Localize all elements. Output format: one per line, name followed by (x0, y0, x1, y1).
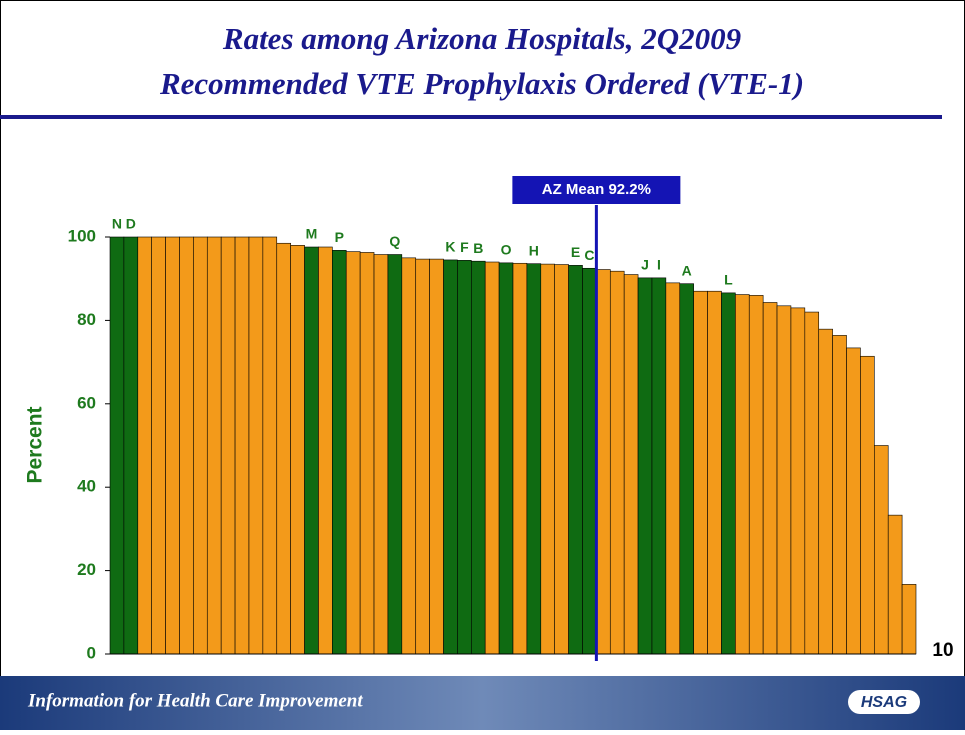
logo-badge (848, 690, 920, 714)
bar (568, 265, 583, 655)
category-label: H (529, 242, 539, 258)
y-tick-label: 40 (77, 477, 96, 496)
bar (804, 311, 820, 655)
bar (109, 236, 125, 655)
bar (290, 245, 305, 655)
bar (220, 236, 236, 655)
bar (735, 294, 750, 655)
bar (554, 264, 569, 655)
bar (429, 258, 444, 655)
bar (137, 236, 152, 655)
y-tick-label: 80 (77, 310, 96, 329)
bar (401, 257, 417, 655)
bar (234, 236, 250, 655)
bar (387, 254, 403, 655)
bar (679, 283, 694, 655)
bar (262, 236, 278, 655)
category-label: I (657, 257, 661, 273)
bar (693, 290, 708, 655)
category-label: P (335, 229, 344, 245)
category-label: J (641, 257, 649, 273)
bar (415, 258, 430, 655)
bar (665, 282, 681, 655)
y-tick-label: 20 (77, 560, 96, 579)
category-label: C (584, 247, 594, 263)
category-label: F (460, 239, 469, 255)
category-label: O (501, 242, 512, 258)
bar (609, 270, 625, 655)
y-axis-label: Percent (24, 406, 47, 483)
bar (123, 236, 139, 655)
category-label: K (445, 239, 455, 255)
bar (860, 355, 875, 655)
footer-text: Information for Health Care Improvement (27, 690, 363, 711)
bar (165, 236, 180, 655)
slide-number: 10 (932, 640, 953, 661)
bar (276, 242, 291, 655)
bar (887, 514, 903, 655)
bar (748, 295, 764, 655)
category-label: A (682, 262, 692, 278)
bar (359, 252, 375, 655)
category-label: M (306, 226, 318, 242)
bar (637, 277, 653, 655)
bar (345, 251, 361, 655)
mean-label-box (512, 176, 681, 204)
title-line: Rates among Arizona Hospitals, 2Q2009 (222, 21, 741, 56)
plot: 0 20 40 60 80 100 N D M P Q K F B O H E C J I A L AZ Mean 92.2… (68, 176, 917, 662)
bar (832, 335, 847, 655)
bar (874, 445, 889, 655)
title-rule (0, 115, 942, 119)
footer-band (0, 676, 965, 730)
y-tick-label: 100 (68, 226, 96, 245)
logo: HSAG (861, 694, 907, 711)
bar (457, 260, 472, 655)
bar (790, 307, 806, 655)
bar (206, 236, 222, 655)
bar (248, 236, 264, 655)
bar (498, 262, 514, 655)
bar (846, 347, 861, 655)
bar (901, 584, 917, 655)
category-label: D (126, 216, 136, 232)
title-line: Recommended VTE Prophylaxis Ordered (VTE… (159, 66, 804, 101)
bar (721, 292, 736, 655)
bar (151, 236, 166, 655)
bar (179, 236, 194, 655)
bar (332, 250, 347, 655)
bar (651, 277, 667, 655)
bar (193, 236, 208, 655)
bar (623, 274, 639, 655)
bar (484, 261, 500, 655)
bar (596, 269, 611, 655)
category-label: Q (389, 233, 400, 249)
bar (526, 263, 542, 655)
bar (304, 246, 319, 655)
category-label: N (112, 216, 122, 232)
bar (818, 328, 833, 655)
bar (707, 290, 722, 655)
bar (776, 305, 792, 655)
bar (318, 246, 333, 655)
y-tick-label: 60 (77, 393, 96, 412)
bar (540, 263, 555, 655)
bar (443, 259, 458, 655)
bar (373, 254, 389, 655)
bar (762, 302, 778, 655)
bar (471, 260, 486, 655)
y-tick-label: 0 (87, 643, 96, 662)
category-label: L (724, 272, 733, 288)
category-label: B (473, 240, 483, 256)
mean-label: AZ Mean 92.2% (542, 181, 651, 198)
category-label: E (571, 244, 580, 260)
bar (512, 262, 528, 655)
bar (582, 267, 597, 655)
